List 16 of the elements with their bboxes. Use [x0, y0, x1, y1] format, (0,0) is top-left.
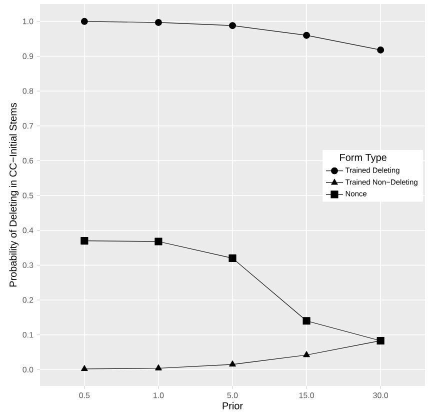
point	[229, 360, 236, 367]
point	[229, 22, 236, 30]
point	[154, 238, 162, 246]
point	[154, 18, 162, 26]
point	[303, 351, 310, 358]
point	[155, 364, 162, 370]
point	[377, 46, 384, 54]
point	[80, 18, 88, 25]
point	[81, 365, 88, 372]
point	[80, 237, 88, 245]
point	[302, 317, 310, 325]
x-axis-title: Prior	[222, 402, 243, 410]
legend-title: Form Type	[340, 154, 386, 163]
point	[303, 32, 310, 39]
point	[228, 254, 236, 262]
y-axis-title: Probability of Deleting in CC−Initial Stems	[9, 103, 19, 287]
